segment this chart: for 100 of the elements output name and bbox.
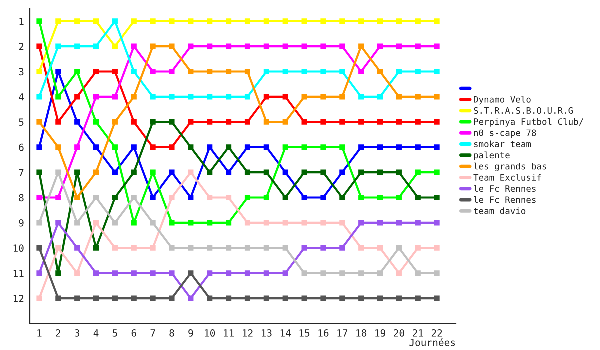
point — [188, 220, 194, 226]
point — [56, 220, 62, 226]
point — [93, 68, 100, 75]
point — [377, 94, 384, 100]
legend-label: team davio — [474, 208, 526, 214]
point — [396, 18, 402, 24]
point — [150, 270, 156, 276]
point — [36, 296, 42, 302]
point — [74, 68, 80, 75]
point — [169, 119, 175, 125]
legend-label: le Fc Rennes — [474, 196, 536, 204]
y-tick-label: 3 — [19, 68, 24, 76]
point — [264, 220, 270, 226]
point — [131, 220, 137, 226]
point — [188, 194, 194, 201]
point — [169, 94, 175, 100]
point — [207, 44, 213, 50]
point — [36, 220, 42, 226]
point — [112, 220, 118, 226]
point — [93, 94, 100, 100]
point — [150, 94, 156, 100]
point — [112, 270, 118, 276]
point — [56, 94, 62, 100]
point — [150, 245, 156, 251]
point — [131, 119, 137, 125]
point — [112, 68, 118, 75]
point — [169, 68, 175, 75]
point — [36, 170, 42, 176]
point — [244, 270, 251, 276]
x-tick-label: 9 — [188, 330, 194, 337]
point — [169, 220, 175, 226]
point — [302, 245, 308, 251]
point — [264, 296, 270, 302]
point — [131, 296, 137, 302]
point — [396, 119, 402, 125]
point — [93, 296, 100, 302]
x-tick-label: 15 — [300, 330, 310, 337]
point — [74, 144, 80, 150]
point — [93, 270, 100, 276]
x-tick-label: 12 — [243, 330, 253, 337]
point — [264, 194, 270, 201]
point — [377, 296, 384, 302]
y-tick-label: 9 — [19, 219, 24, 227]
point — [340, 170, 346, 176]
x-axis-title: Journées — [410, 338, 456, 346]
point — [56, 170, 62, 176]
point — [74, 119, 80, 125]
point — [74, 44, 80, 50]
point — [434, 270, 440, 276]
point — [358, 18, 364, 24]
point — [434, 18, 440, 24]
point — [340, 194, 346, 201]
point — [377, 194, 384, 201]
point — [282, 94, 288, 100]
point — [340, 270, 346, 276]
point — [226, 296, 232, 302]
point — [226, 18, 232, 24]
point — [358, 270, 364, 276]
point — [282, 220, 288, 226]
point — [415, 144, 421, 150]
point — [396, 44, 402, 50]
point — [340, 44, 346, 50]
point — [226, 170, 232, 176]
y-tick-label: 1 — [20, 18, 24, 26]
point — [358, 119, 364, 125]
x-tick-label: 3 — [75, 330, 80, 337]
point — [150, 220, 156, 226]
point — [131, 270, 137, 276]
point — [302, 170, 308, 176]
point — [36, 94, 42, 100]
point — [302, 270, 308, 276]
point — [415, 245, 421, 251]
point — [188, 68, 194, 75]
point — [188, 94, 194, 100]
point — [302, 94, 308, 100]
point — [56, 144, 62, 150]
point — [131, 18, 137, 24]
point — [226, 144, 232, 150]
point — [188, 144, 194, 150]
point — [244, 245, 251, 251]
point — [434, 68, 440, 75]
point — [74, 270, 80, 276]
point — [358, 194, 364, 201]
y-tick-label: 12 — [14, 295, 24, 302]
point — [169, 170, 175, 176]
x-tick-label: 14 — [280, 330, 291, 337]
point — [207, 68, 213, 75]
point — [74, 245, 80, 251]
point — [207, 296, 213, 302]
point — [434, 194, 440, 201]
point — [358, 245, 364, 251]
point — [415, 170, 421, 176]
point — [434, 94, 440, 100]
point — [188, 270, 194, 276]
point — [282, 194, 288, 201]
point — [74, 220, 80, 226]
point — [36, 245, 42, 251]
point — [264, 94, 270, 100]
point — [207, 194, 213, 201]
y-tick-label: 6 — [19, 144, 24, 152]
